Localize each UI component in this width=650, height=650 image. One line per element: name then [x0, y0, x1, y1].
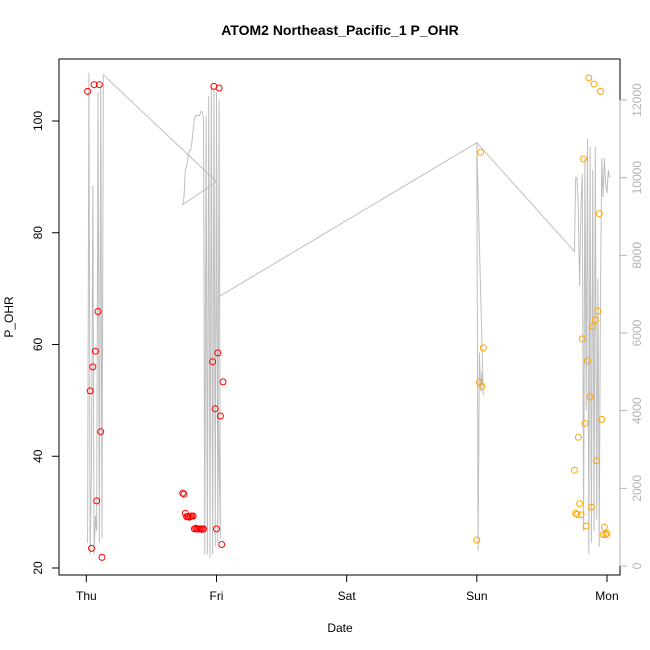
data-point	[586, 393, 594, 401]
y-right-tick-label: 12000	[630, 83, 644, 117]
y-right-tick-label: 2000	[630, 475, 644, 502]
data-point	[209, 358, 217, 366]
x-axis-label: Date	[327, 621, 353, 635]
data-point	[94, 308, 102, 315]
data-point	[213, 525, 220, 533]
y-right-tick-label: 8000	[630, 242, 644, 269]
data-point	[88, 544, 95, 552]
data-point	[90, 81, 98, 89]
data-point	[215, 84, 223, 92]
x-tick-label: Sat	[338, 589, 357, 603]
data-point	[573, 510, 581, 518]
data-point	[585, 74, 593, 82]
data-point	[578, 335, 586, 343]
data-point	[219, 378, 227, 386]
data-point	[473, 536, 481, 544]
data-point	[200, 525, 207, 533]
y-tick-label: 60	[31, 338, 45, 352]
data-point	[597, 87, 604, 95]
x-tick-label: Sun	[466, 589, 487, 603]
y-tick-label: 20	[31, 561, 45, 575]
data-point	[218, 541, 226, 548]
y-axis-right: 0 2000 4000 6000 8000 10000 12000	[619, 83, 644, 569]
plot-frame	[58, 58, 621, 576]
data-point	[589, 323, 597, 331]
background-line-series	[87, 72, 611, 559]
y-axis-left: 20 40 60 80 100	[31, 111, 60, 575]
data-point	[93, 497, 101, 505]
y-right-tick-label: 10000	[630, 161, 644, 195]
data-point	[570, 466, 578, 474]
data-point	[602, 531, 610, 538]
data-point	[91, 347, 99, 355]
data-point	[581, 419, 589, 427]
data-point	[211, 405, 219, 413]
x-axis: Thu Fri Sat Sun Mon	[76, 574, 619, 603]
data-point	[600, 523, 608, 531]
y-right-tick-label: 6000	[630, 319, 644, 346]
y-tick-label: 100	[31, 111, 45, 131]
data-point	[84, 87, 92, 95]
data-point	[179, 489, 187, 497]
data-point	[477, 148, 485, 156]
data-point	[587, 503, 595, 511]
data-point	[98, 553, 106, 561]
data-point	[599, 531, 607, 538]
data-point	[582, 522, 590, 530]
x-tick-label: Mon	[595, 589, 618, 603]
scatter-points	[84, 74, 611, 561]
data-point	[580, 155, 588, 163]
y-axis-label: P_OHR	[2, 296, 16, 338]
data-point	[594, 307, 602, 315]
data-point	[97, 428, 105, 436]
data-point	[86, 387, 94, 395]
data-point	[598, 415, 606, 423]
data-point	[89, 363, 97, 371]
data-point	[180, 490, 188, 498]
data-point	[479, 344, 487, 352]
data-point	[591, 316, 599, 324]
x-tick-label: Thu	[76, 589, 97, 603]
data-point	[590, 80, 598, 88]
x-tick-label: Fri	[209, 589, 223, 603]
data-point	[574, 433, 582, 441]
y-right-tick-label: 4000	[630, 397, 644, 424]
data-point	[95, 81, 103, 89]
y-right-tick-label: 0	[630, 562, 644, 569]
data-point	[478, 382, 486, 390]
data-point	[593, 457, 601, 465]
series-line	[87, 72, 611, 559]
data-point	[603, 529, 611, 537]
chart-title: ATOM2 Northeast_Pacific_1 P_OHR	[221, 22, 459, 38]
y-tick-label: 40	[31, 449, 45, 463]
data-point	[189, 512, 197, 520]
y-tick-label: 80	[31, 226, 45, 240]
data-point	[576, 500, 584, 508]
data-point	[214, 349, 222, 357]
data-point	[216, 412, 224, 420]
data-point	[577, 511, 585, 519]
data-point	[595, 210, 603, 218]
data-point	[584, 357, 591, 365]
